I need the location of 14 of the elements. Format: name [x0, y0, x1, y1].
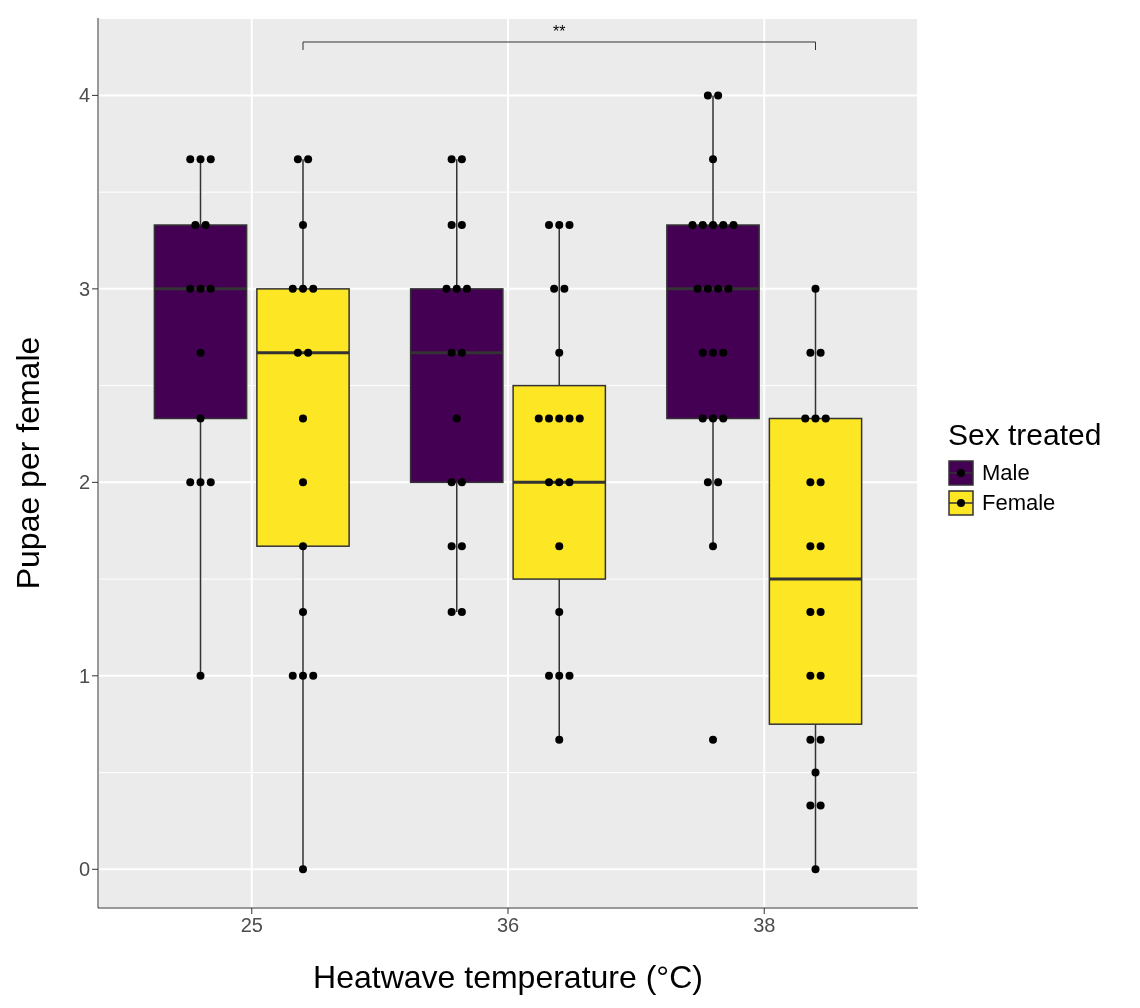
x-tick-label: 36 [496, 914, 520, 936]
y-axis-title: Pupae per female [10, 336, 47, 590]
x-axis-title: Heatwave temperature (°C) [313, 959, 703, 995]
y-tick-label: 0 [78, 858, 90, 881]
x-tick-label: 38 [753, 914, 776, 936]
y-tick-label: 1 [78, 664, 90, 687]
y-tick-label: 3 [78, 277, 90, 300]
legend-label: Female [982, 490, 1056, 516]
legend-label: Male [982, 460, 1030, 486]
legend-title: Sex treated [948, 418, 1102, 452]
x-tick-label: 25 [240, 914, 263, 936]
y-tick-label: 2 [78, 471, 90, 494]
y-tick-label: 4 [78, 84, 90, 107]
annotation: ** [553, 22, 566, 40]
